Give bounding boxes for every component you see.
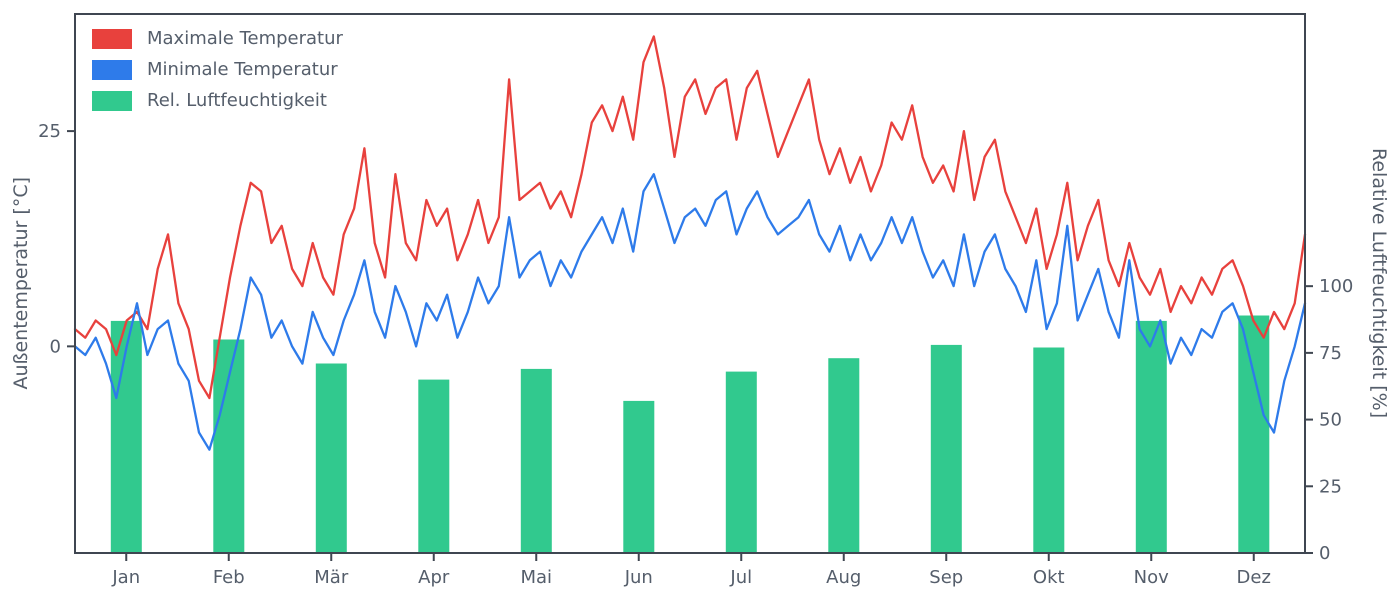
legend-label-min-temp: Minimale Temperatur — [147, 59, 338, 80]
right-axis-title-wrap: Relative Luftfeuchtigkeit [%] — [1368, 14, 1390, 553]
line-max-temp — [73, 35, 1307, 400]
legend-item-max-temp: Maximale Temperatur — [92, 28, 343, 49]
x-tick-label-Feb: Feb — [213, 567, 245, 588]
x-tick-label-Okt: Okt — [1033, 567, 1065, 588]
x-tick-label-Sep: Sep — [929, 567, 963, 588]
x-tick-label-Apr: Apr — [418, 567, 450, 588]
x-tick-label-Mär: Mär — [314, 567, 349, 588]
x-tick-label-Dez: Dez — [1237, 567, 1271, 588]
x-tick-label-Aug: Aug — [826, 567, 861, 588]
left-tick-label-25: 25 — [38, 121, 61, 142]
humidity-bar-Dez — [1238, 315, 1270, 553]
axes-spines — [74, 13, 1306, 554]
legend: Maximale Temperatur Minimale Temperatur … — [92, 28, 343, 111]
legend-label-max-temp: Maximale Temperatur — [147, 28, 343, 49]
humidity-bar-Okt — [1033, 347, 1065, 553]
legend-label-humidity: Rel. Luftfeuchtigkeit — [147, 90, 327, 111]
legend-item-min-temp: Minimale Temperatur — [92, 59, 343, 80]
humidity-bar-Mai — [520, 368, 552, 553]
legend-swatch-min-temp — [92, 59, 132, 80]
right-tick-label-75: 75 — [1319, 343, 1342, 364]
humidity-bar-Aug — [828, 358, 860, 553]
humidity-bar-Feb — [213, 339, 245, 553]
right-tick-label-100: 100 — [1319, 276, 1353, 297]
right-tick-label-25: 25 — [1319, 476, 1342, 497]
right-tick-label-50: 50 — [1319, 410, 1342, 431]
line-min-temp — [73, 173, 1307, 451]
humidity-bar-Sep — [930, 344, 962, 553]
x-tick-label-Nov: Nov — [1134, 567, 1169, 588]
x-tick-label-Jan: Jan — [111, 567, 140, 588]
legend-swatch-max-temp — [92, 28, 132, 49]
left-tick-label-0: 0 — [50, 336, 61, 357]
x-tick-label-Jul: Jul — [729, 567, 752, 588]
humidity-bar-Jun — [623, 400, 655, 553]
left-axis-title-wrap: Außentemperatur [°C] — [10, 14, 32, 553]
humidity-bar-Jul — [725, 371, 757, 553]
legend-item-humidity: Rel. Luftfeuchtigkeit — [92, 90, 343, 111]
humidity-bar-Jan — [110, 320, 142, 553]
legend-swatch-humidity — [92, 90, 132, 111]
humidity-bar-Mär — [315, 363, 347, 553]
x-tick-label-Mai: Mai — [520, 567, 552, 588]
left-axis-title: Außentemperatur [°C] — [10, 177, 32, 390]
humidity-bar-Apr — [418, 379, 450, 553]
right-axis-title: Relative Luftfeuchtigkeit [%] — [1368, 148, 1390, 419]
x-tick-label-Jun: Jun — [624, 567, 653, 588]
right-tick-label-0: 0 — [1319, 543, 1330, 564]
humidity-bar-Nov — [1135, 320, 1167, 553]
